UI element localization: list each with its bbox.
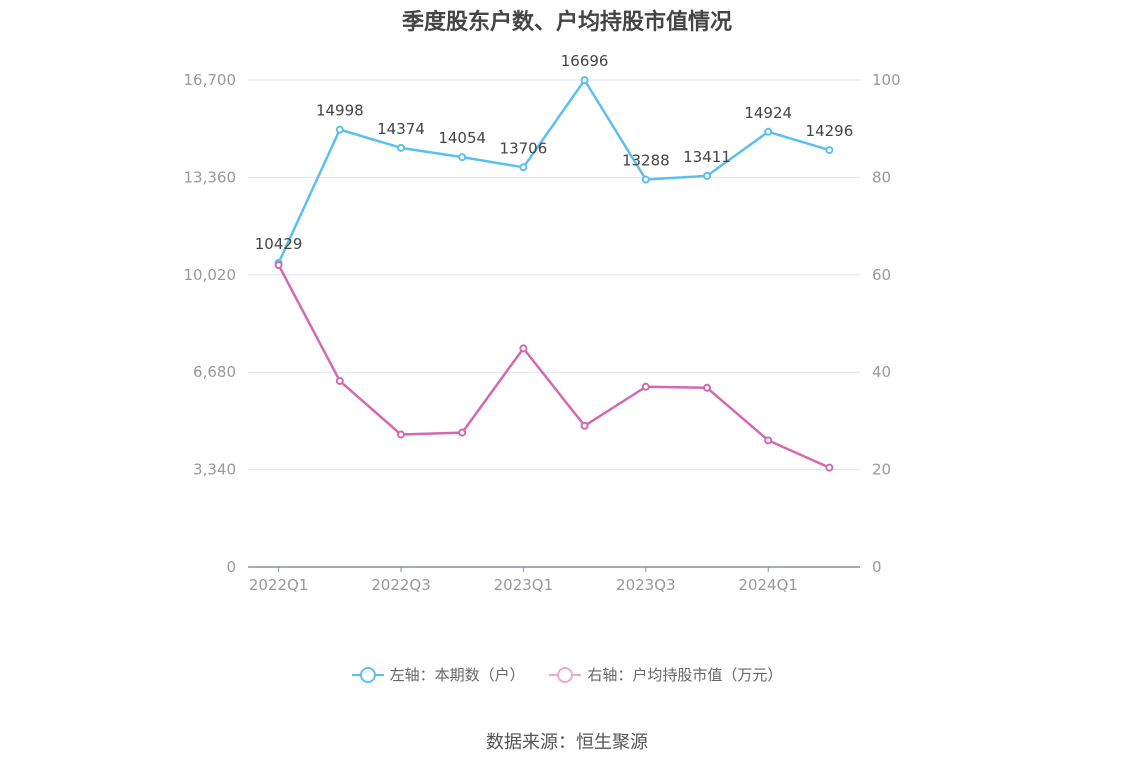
data-label: 10429	[255, 235, 303, 253]
legend-label-right: 右轴：户均持股市值（万元）	[587, 666, 783, 684]
left-tick-label: 10,020	[184, 266, 237, 284]
legend-swatch-right	[549, 666, 582, 683]
left-tick-label: 16,700	[184, 71, 237, 89]
series-points	[274, 76, 834, 472]
right-tick-label: 20	[872, 461, 891, 479]
data-point	[274, 261, 283, 270]
chart-title: 季度股东户数、户均持股市值情况	[401, 10, 732, 35]
left-tick-label: 6,680	[193, 363, 236, 381]
legend: 左轴：本期数（户） 右轴：户均持股市值（万元）	[0, 664, 1134, 687]
left-axis-ticks: 0 3,340 6,680 10,020 13,360 16,700	[184, 71, 237, 576]
right-axis-ticks: 0 20 40 60 80 100	[872, 71, 901, 576]
data-point	[519, 163, 528, 172]
x-axis: 2022Q1 2022Q3 2023Q1 2023Q3 2024Q1	[248, 566, 860, 594]
data-label: 14374	[377, 120, 425, 138]
data-label: 14296	[806, 122, 854, 140]
legend-label-left: 左轴：本期数（户）	[389, 666, 525, 684]
data-point	[580, 76, 589, 85]
series-line-1	[277, 264, 830, 469]
legend-swatch-left	[351, 666, 384, 683]
grid-lines	[248, 79, 860, 471]
chart-plot: 0 3,340 6,680 10,020 13,360 16,700 0 20 40 60 80 1…	[184, 52, 901, 594]
data-point	[703, 171, 711, 180]
data-label: 13411	[683, 148, 731, 166]
data-point	[458, 153, 467, 162]
data-point	[641, 175, 650, 184]
x-tick-label: 2024Q1	[738, 576, 798, 594]
right-tick-label: 100	[872, 71, 901, 89]
data-point	[703, 383, 711, 392]
series-lines	[277, 78, 830, 469]
data-point	[335, 376, 344, 385]
data-label: 14054	[438, 129, 486, 147]
left-tick-label: 13,360	[184, 168, 237, 186]
left-tick-label: 3,340	[193, 461, 236, 479]
data-point	[519, 344, 528, 353]
x-tick-label: 2022Q1	[249, 576, 309, 594]
x-tick-label: 2023Q1	[494, 576, 554, 594]
data-point	[397, 143, 405, 152]
data-point	[641, 382, 650, 391]
data-label: 16696	[561, 52, 609, 70]
data-point	[580, 421, 589, 430]
legend-item-right-series[interactable]: 右轴：户均持股市值（万元）	[549, 664, 782, 685]
legend-item-left-series[interactable]: 左轴：本期数（户）	[351, 664, 525, 685]
data-label: 14998	[316, 102, 364, 120]
left-tick-label: 0	[226, 558, 236, 576]
series-line-0	[277, 78, 830, 264]
right-tick-label: 40	[872, 363, 891, 381]
data-label: 13288	[622, 151, 670, 169]
x-tick-label: 2023Q3	[616, 576, 676, 594]
data-point	[458, 428, 467, 437]
source-note: 数据来源：恒生聚源	[486, 732, 648, 753]
data-labels: 10429 14998 14374 14054 13706 16696 13288 13411…	[255, 52, 854, 253]
data-point	[764, 127, 773, 136]
data-label: 13706	[500, 139, 548, 157]
right-tick-label: 60	[872, 266, 891, 284]
right-tick-label: 80	[872, 168, 891, 186]
data-point	[825, 463, 834, 472]
data-point	[764, 436, 773, 445]
data-point	[397, 430, 405, 439]
data-label: 14924	[744, 104, 792, 122]
data-point	[825, 146, 834, 155]
right-tick-label: 0	[872, 558, 882, 576]
data-point	[335, 125, 344, 134]
x-tick-label: 2022Q3	[371, 576, 431, 594]
